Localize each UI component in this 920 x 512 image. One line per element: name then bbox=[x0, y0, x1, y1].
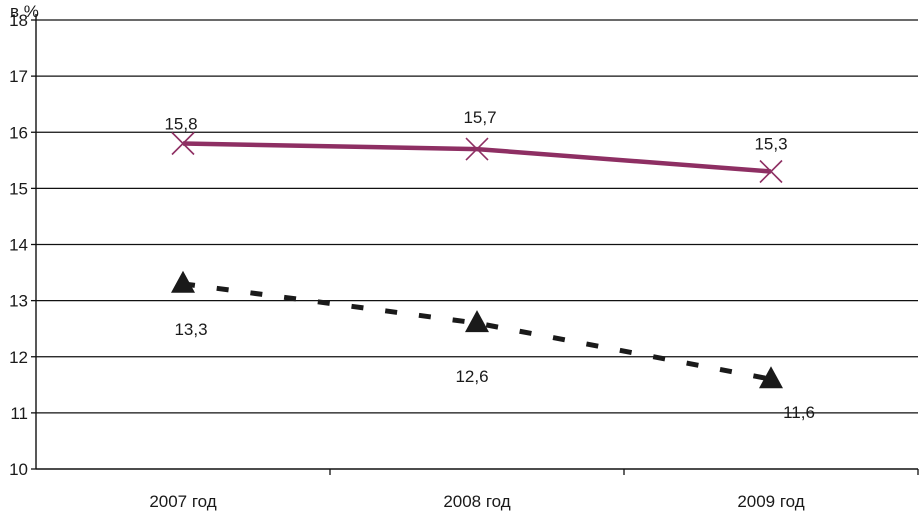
data-label: 13,3 bbox=[174, 320, 207, 339]
x-marker-stroke bbox=[465, 137, 489, 161]
series bbox=[171, 131, 783, 389]
data-point bbox=[171, 270, 195, 293]
data-point bbox=[465, 137, 489, 161]
y-unit-label: в % bbox=[10, 2, 39, 21]
data-point bbox=[759, 366, 783, 389]
data-label: 11,6 bbox=[783, 403, 815, 422]
data-point bbox=[465, 310, 489, 333]
y-tick-label: 16 bbox=[9, 123, 28, 142]
x-tick-labels: 2007 год 2008 год 2009 год bbox=[149, 492, 804, 511]
data-point bbox=[171, 131, 195, 156]
data-point bbox=[759, 159, 783, 184]
y-tick-label: 10 bbox=[9, 460, 28, 479]
triangle-marker bbox=[759, 366, 783, 389]
y-tick-label: 11 bbox=[10, 404, 28, 423]
x-tick-label: 2008 год bbox=[443, 492, 510, 511]
x-marker-stroke bbox=[759, 159, 783, 184]
gridlines bbox=[36, 19, 918, 414]
series-line bbox=[182, 141, 772, 174]
data-label: 15,3 bbox=[754, 135, 787, 154]
y-tick-label: 12 bbox=[9, 348, 28, 367]
triangle-marker bbox=[171, 270, 195, 293]
y-tick-labels: 10 11 12 13 14 15 16 17 18 bbox=[9, 11, 28, 479]
y-tick-label: 18 bbox=[9, 11, 28, 30]
y-tick-label: 13 bbox=[9, 292, 28, 311]
x-marker-stroke bbox=[171, 131, 195, 156]
x-tick-label: 2007 год bbox=[149, 492, 216, 511]
data-label: 12,6 bbox=[455, 367, 488, 386]
y-tick-label: 15 bbox=[9, 179, 28, 198]
triangle-marker bbox=[465, 310, 489, 333]
data-label: 15,7 bbox=[463, 108, 496, 127]
data-labels: 15,8 15,7 15,3 13,3 12,6 11,6 bbox=[164, 108, 814, 422]
axes bbox=[31, 14, 919, 475]
data-label: 15,8 bbox=[164, 115, 197, 134]
y-tick-label: 14 bbox=[9, 236, 28, 255]
y-tick-label: 17 bbox=[9, 67, 28, 86]
x-tick-label: 2009 год bbox=[737, 492, 804, 511]
